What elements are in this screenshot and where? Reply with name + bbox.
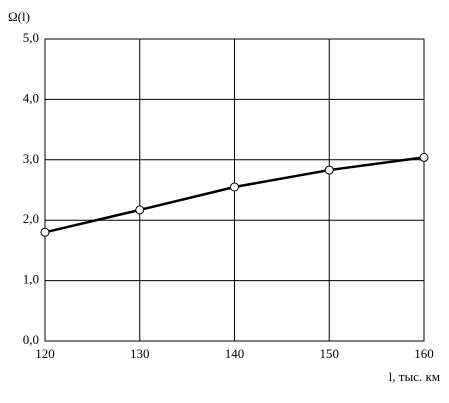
y-tick-label: 1,0 xyxy=(23,272,39,287)
x-tick-label: 160 xyxy=(414,346,434,361)
x-tick-label: 140 xyxy=(225,346,245,361)
x-tick-label: 120 xyxy=(35,346,55,361)
marker xyxy=(419,152,429,162)
marker xyxy=(135,205,145,215)
y-axis-title: Ω(l) xyxy=(8,9,30,24)
x-axis-title: l, тыс. км xyxy=(389,369,440,384)
y-tick-label: 3,0 xyxy=(23,151,39,166)
y-tick-label: 0,0 xyxy=(23,332,39,347)
y-tick-label: 5,0 xyxy=(23,30,39,45)
y-tick-label: 4,0 xyxy=(23,90,39,105)
y-tick-label: 2,0 xyxy=(23,211,39,226)
x-tick-label: 150 xyxy=(320,346,340,361)
marker xyxy=(230,182,239,192)
x-tick-label: 130 xyxy=(130,346,150,361)
marker xyxy=(40,227,50,237)
marker xyxy=(324,165,334,175)
